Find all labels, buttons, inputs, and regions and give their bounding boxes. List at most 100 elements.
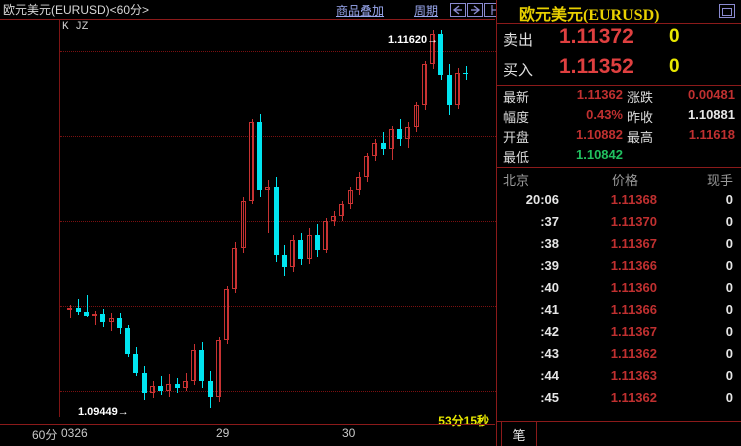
candle-body [348,190,354,204]
tick-table-header: 北京 价格 现手 [497,170,741,189]
tick-table-body[interactable]: 20:06 1.11368 0 :37 1.11370 0 :38 1.11367 0:39 1.… [497,190,741,410]
column-header-volume: 现手 [706,173,733,188]
candle-wick [425,60,426,111]
tick-volume: 0 [725,324,733,339]
candlestick-plot[interactable]: K JZ [59,20,496,417]
candle-wick [350,186,351,210]
candle-wick [219,336,220,402]
ask-label: 卖出 [503,32,534,49]
tick-volume: 0 [725,280,733,295]
xaxis-tick: 29 [216,426,230,440]
candle-wick [309,227,310,264]
arrow-left-icon[interactable] [450,3,466,17]
candle-wick [87,295,88,318]
candle-body [208,381,214,397]
candle-body [389,129,395,150]
tick-time: :45 [540,390,559,405]
candle-wick [458,67,459,109]
stat-value: 0.00481 [688,87,735,102]
low-annotation: 1.09449→ [78,406,129,418]
candle-body [216,340,222,397]
tick-row[interactable]: :45 1.11362 0 [497,388,741,410]
candle-body [166,383,172,391]
candle-wick [235,241,236,293]
grid-line [60,135,496,137]
candle-body [232,248,238,290]
candle-body [414,105,420,128]
tick-row[interactable]: :38 1.11367 0 [497,234,741,256]
arrow-right-icon[interactable] [467,3,483,17]
candle-body [158,386,164,391]
candle-body [282,255,288,268]
tick-row[interactable]: :40 1.11360 0 [497,278,741,300]
tick-row[interactable]: :37 1.11370 0 [497,212,741,234]
candle-wick [161,376,162,395]
candle-body [447,74,453,106]
candle-wick [342,200,343,222]
xaxis-period-label[interactable]: 60分 [32,428,58,442]
titlebar-divider [0,19,495,20]
candle-body [339,204,345,216]
tick-row[interactable]: :44 1.11363 0 [497,366,741,388]
tick-row[interactable]: :39 1.11366 0 [497,256,741,278]
tick-price: 1.11370 [610,214,657,229]
tick-time: :37 [540,214,559,229]
tick-row[interactable]: :41 1.11366 0 [497,300,741,322]
bid-row: 买入 1.11352 0 [497,55,741,84]
candle-wick [392,125,393,160]
candle-wick [153,381,154,399]
candle-wick [334,210,335,227]
tick-time: :40 [540,280,559,295]
tick-row[interactable]: :42 1.11367 0 [497,322,741,344]
candle-body [463,72,469,75]
tick-volume: 0 [725,390,733,405]
candle-body [100,313,106,323]
overlay-button[interactable]: 商品叠加 [336,4,385,18]
xaxis-tick: 30 [342,426,356,440]
restore-window-icon[interactable] [719,4,735,18]
quote-panel: 欧元美元(EURUSD) 卖出 1.11372 0 买入 1.11352 0 最… [496,0,741,446]
candle-wick [359,171,360,196]
tick-time: :44 [540,368,559,383]
candle-wick [367,152,368,182]
tick-price: 1.11368 [610,192,657,207]
stat-label: 开盘 [503,130,530,145]
quote-divider-1 [497,23,741,24]
tick-volume: 0 [725,258,733,273]
quote-divider-2 [497,85,741,86]
candle-wick [95,310,96,325]
tick-price: 1.11362 [610,346,657,361]
candle-body [372,142,378,157]
tick-row[interactable]: :43 1.11362 0 [497,344,741,366]
grid-line [60,50,496,52]
tab-ticks[interactable]: 笔 [501,422,537,446]
stat-value: 1.10882 [576,127,623,142]
candle-wick [375,139,376,162]
stat-value: 1.10881 [688,107,735,122]
tick-price: 1.11366 [610,302,657,317]
candle-body [150,386,156,394]
tick-row[interactable]: 20:06 1.11368 0 [497,190,741,212]
indicator-label: K JZ [62,21,89,33]
ask-qty: 0 [669,26,680,47]
candle-wick [194,343,195,385]
tick-time: :43 [540,346,559,361]
period-button[interactable]: 周期 [414,4,439,18]
candle-body [84,312,90,316]
tick-time: :42 [540,324,559,339]
tick-volume: 0 [725,346,733,361]
candle-wick [169,374,170,397]
quote-divider-4 [497,421,741,422]
quote-stats: 最新 1.11362 涨跌 0.00481 幅度 0.43% 昨收 1.10881 开盘 1.10… [497,87,741,167]
tick-price: 1.11362 [610,390,657,405]
candle-wick [78,299,79,315]
candle-body [199,349,205,382]
stat-value: 1.11618 [688,127,735,142]
candle-body [455,72,461,106]
stat-label: 涨跌 [627,90,654,105]
candle-wick [416,101,417,133]
candle-body [364,156,370,177]
candle-body [224,289,230,341]
quote-header: 欧元美元(EURUSD) [497,0,741,24]
